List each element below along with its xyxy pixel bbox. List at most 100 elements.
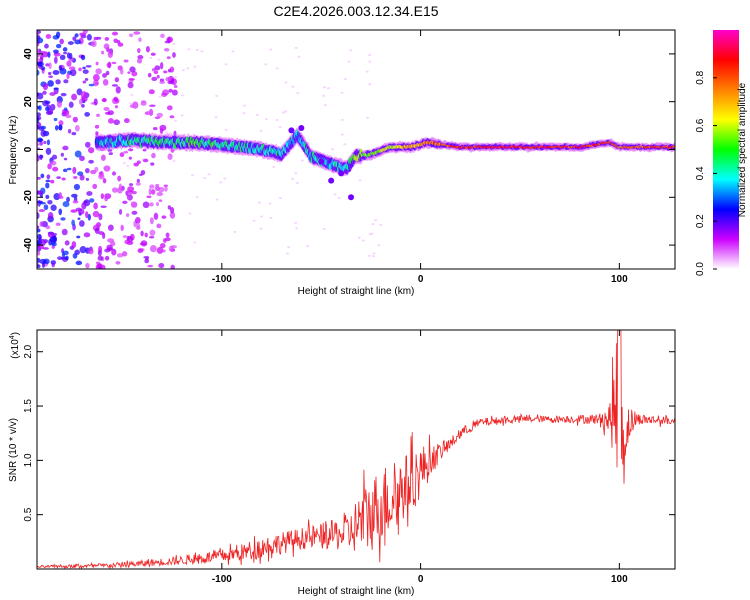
spectrogram-noise-cell	[55, 43, 62, 49]
spectrogram-blob	[288, 127, 295, 134]
spectrogram-noise-cell	[63, 168, 68, 173]
spectrogram-noise-cell	[58, 120, 64, 126]
spectrogram-noise-cell	[77, 217, 81, 220]
spectrogram-noise-cell	[193, 241, 197, 244]
spectrogram-noise-cell	[85, 211, 89, 219]
spectrogram-noise-cell	[39, 238, 46, 247]
spectrogram-noise-cell	[61, 177, 66, 181]
spectrogram-noise-cell	[42, 90, 47, 95]
spectrogram-noise-cell	[243, 104, 247, 107]
spectrogram-noise-cell	[74, 150, 82, 158]
spectrogram-noise-cell	[167, 81, 174, 85]
spectrogram-noise-cell	[37, 92, 44, 100]
spectrogram-noise-cell	[39, 50, 46, 55]
spectrogram-noise-cell	[305, 244, 309, 247]
spectrogram-noise-cell	[163, 70, 168, 74]
spectrogram-noise-cell	[272, 165, 276, 168]
spectrogram-noise-cell	[110, 241, 116, 247]
spectrogram-noise-cell	[55, 222, 61, 227]
spectrogram-noise-cell	[53, 117, 58, 122]
spectrogram-noise-cell	[37, 225, 40, 229]
spectrogram-noise-cell	[187, 48, 191, 51]
spectrogram-noise-cell	[151, 152, 156, 159]
spectrogram-noise-cell	[136, 160, 141, 165]
spectrogram-noise-cell	[56, 176, 61, 179]
spectrogram-noise-cell	[65, 114, 72, 119]
spectrogram-noise-cell	[108, 152, 113, 156]
spectrogram-noise-cell	[149, 184, 155, 189]
spectrogram-noise-cell	[86, 34, 92, 41]
spectrogram-noise-cell	[361, 239, 365, 242]
spectrogram-noise-cell	[71, 241, 77, 248]
spectrogram-noise-cell	[125, 149, 129, 152]
spectrogram-noise-cell	[181, 69, 185, 72]
spectrogram-noise-cell	[84, 141, 91, 148]
spectrogram-noise-cell	[45, 110, 53, 115]
spectrogram-noise-cell	[129, 102, 133, 105]
spectrogram-noise-cell	[107, 224, 114, 231]
spectrogram-noise-cell	[63, 109, 70, 117]
spectrogram-noise-cell	[372, 252, 376, 255]
spectrogram-noise-cell	[150, 52, 156, 56]
spectrogram-noise-cell	[368, 83, 372, 86]
spectrogram-noise-cell	[80, 54, 86, 61]
spectrogram-noise-cell	[79, 220, 85, 227]
spectrogram-noise-cell	[366, 116, 370, 119]
spectrogram-noise-cell	[92, 183, 98, 190]
spectrogram-noise-cell	[300, 159, 304, 162]
spectrogram-noise-cell	[37, 69, 40, 76]
spectrogram-noise-cell	[107, 50, 113, 58]
spectrogram-noise-cell	[203, 176, 207, 179]
spectrogram-noise-cell	[223, 177, 227, 180]
spectrogram-noise-cell	[71, 209, 76, 213]
colorbar-label: Normalized spectral amplitude	[737, 82, 748, 217]
spectrogram-noise-cell	[95, 68, 102, 75]
spectrogram-noise-cell	[153, 212, 159, 220]
spectrogram-noise-cell	[164, 131, 168, 134]
spectrogram-noise-cell	[97, 250, 102, 257]
spectrogram-noise-cell	[59, 54, 66, 61]
spectrogram-noise-cell	[111, 31, 119, 36]
spectrogram-noise-cell	[149, 217, 154, 225]
spectrogram-noise-cell	[349, 49, 353, 52]
snr-x-axis-label: Height of straight line (km)	[298, 586, 415, 597]
spectrogram-noise-cell	[173, 119, 177, 122]
spectrogram-noise-cell	[195, 48, 199, 51]
spectrogram-noise-cell	[91, 40, 97, 48]
spectrogram-noise-cell	[76, 235, 81, 239]
spectrogram-noise-cell	[72, 200, 79, 204]
spectrogram-noise-cell	[377, 244, 381, 247]
spectrogram-noise-cell	[181, 94, 185, 97]
spectrogram-noise-cell	[39, 141, 43, 146]
spectrogram-noise-cell	[108, 117, 114, 124]
spectrogram-noise-cell	[37, 58, 41, 63]
spectrogram-noise-cell	[78, 98, 83, 105]
spectrogram-noise-cell	[40, 125, 47, 130]
spectrogram-noise-cell	[104, 36, 110, 41]
spectrogram-noise-cell	[164, 40, 170, 44]
snr-panel: -100 0 100 0.5 1.0 1.5 2.0 Height of straight …	[8, 329, 676, 597]
spectrogram-noise-cell	[45, 179, 51, 183]
spectrogram-noise-cell	[285, 252, 289, 255]
spectrogram-noise-cell	[79, 246, 87, 254]
spectrogram-noise-cell	[131, 210, 138, 215]
spectrogram-noise-cell	[52, 69, 60, 75]
spectrogram-noise-cell	[88, 159, 94, 164]
spectrogram-noise-cell	[149, 104, 156, 107]
spectrogram-noise-cell	[130, 200, 134, 203]
spectrogram-noise-cell	[147, 72, 152, 78]
spectrogram-noise-cell	[37, 233, 42, 240]
spectrogram-noise-cell	[83, 200, 88, 204]
spectrogram-noise-cell	[135, 182, 141, 186]
spectrogram-noise-cell	[127, 71, 131, 74]
spectrogram-noise-cell	[113, 119, 120, 126]
spectrogram-noise-cell	[275, 118, 279, 121]
spectrogram-noise-cell	[37, 37, 44, 44]
spectrogram-noise-cell	[106, 244, 113, 251]
spectrogram-noise-cell	[161, 215, 167, 219]
spectrogram-noise-cell	[64, 107, 68, 111]
spectrogram-noise-cell	[114, 77, 120, 83]
spectrogram-noise-cell	[66, 60, 72, 67]
spectrogram-noise-cell	[231, 50, 235, 53]
spectrogram-noise-cell	[165, 232, 170, 238]
